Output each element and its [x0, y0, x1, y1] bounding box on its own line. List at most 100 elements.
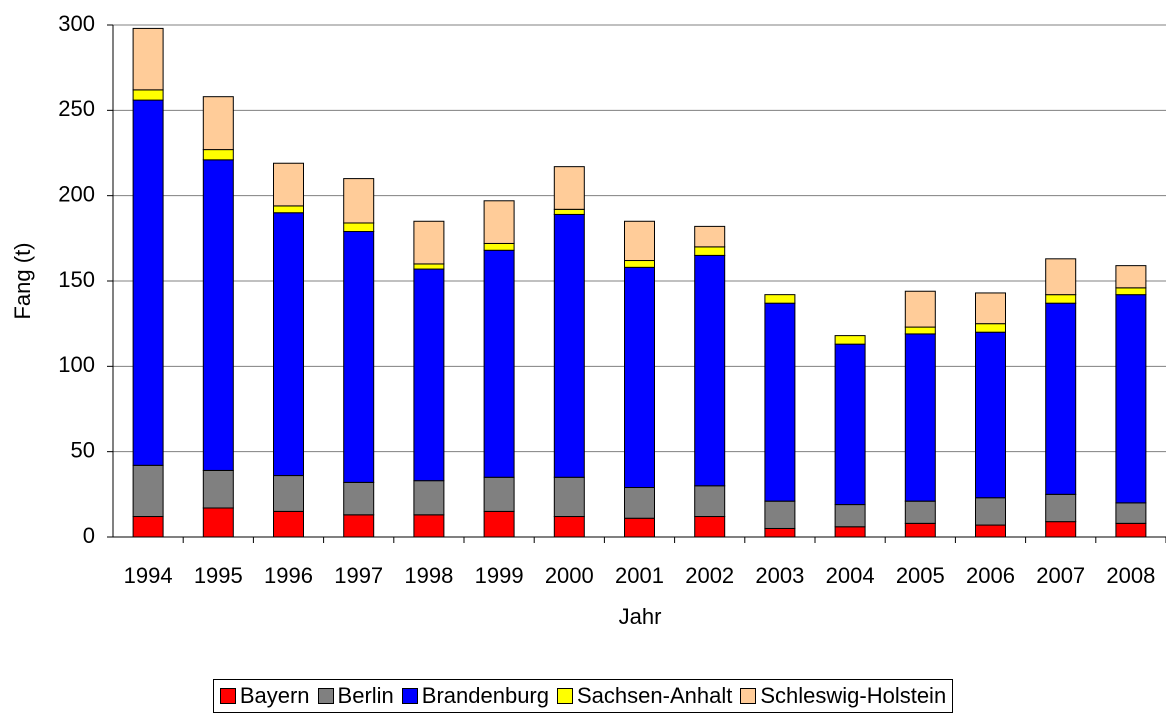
x-tick-label: 1998	[404, 563, 453, 588]
legend-label: Sachsen-Anhalt	[577, 683, 733, 708]
bar-segment	[413, 220, 445, 265]
x-tick-label: 1996	[264, 563, 313, 588]
bar-segment	[1115, 265, 1147, 289]
x-tick-label: 1994	[124, 563, 173, 588]
bar-segment	[764, 500, 796, 529]
legend-item: Brandenburg	[401, 683, 549, 709]
x-tick-label: 1995	[194, 563, 243, 588]
bar-segment	[975, 292, 1006, 325]
bar-segment	[273, 162, 304, 207]
bar-segment	[553, 166, 585, 210]
legend-swatch	[740, 688, 757, 704]
x-tick-label: 2007	[1036, 563, 1085, 588]
y-tick-label: 150	[58, 267, 95, 292]
legend: Bayern Berlin Brandenburg Sachsen-Anhalt Sch…	[0, 679, 1166, 713]
bar-segment	[132, 99, 164, 466]
bar-segment	[975, 497, 1006, 526]
bar-segment	[553, 476, 585, 518]
y-axis-label: Fang (t)	[10, 242, 35, 319]
bar-segment	[413, 263, 445, 270]
bar-segment	[273, 510, 304, 538]
bar-segment	[694, 516, 726, 538]
bar-segment	[624, 260, 655, 268]
bar-segment	[343, 481, 375, 516]
bar-segment	[975, 524, 1006, 538]
x-axis-label: Jahr	[619, 604, 662, 629]
y-tick-label: 0	[83, 523, 95, 548]
bar-segment	[904, 326, 936, 335]
y-tick-label: 200	[58, 181, 95, 206]
legend-swatch	[317, 688, 334, 704]
legend-label: Berlin	[337, 683, 394, 708]
bar-segment	[624, 517, 655, 538]
x-tick-label: 2001	[615, 563, 664, 588]
bar-segment	[132, 516, 164, 538]
legend-item: Sachsen-Anhalt	[557, 683, 732, 709]
bar-segment	[553, 516, 585, 538]
bar-segment	[413, 480, 445, 516]
x-tick-label: 2005	[896, 563, 945, 588]
bar-segment	[273, 212, 304, 477]
bar-segment	[202, 159, 234, 471]
legend-item: Berlin	[317, 683, 394, 709]
bar-segment	[483, 200, 515, 244]
bar-segment	[834, 335, 866, 345]
bar-segment	[904, 522, 936, 538]
bar-segment	[553, 213, 585, 478]
bar-segment	[483, 242, 515, 251]
bar-segment	[624, 220, 655, 262]
bar-segment	[202, 149, 234, 161]
legend-swatch	[557, 688, 573, 704]
bar-segment	[904, 290, 936, 328]
x-tick-label: 2006	[966, 563, 1015, 588]
bar-segment	[413, 514, 445, 538]
bar-segment	[273, 475, 304, 512]
bar-segment	[1045, 294, 1077, 304]
bar-segment	[904, 333, 936, 502]
y-tick-label: 300	[58, 11, 95, 36]
bar-segment	[764, 527, 796, 538]
legend-label: Brandenburg	[421, 683, 549, 708]
x-tick-label: 2003	[755, 563, 804, 588]
bar-segment	[553, 208, 585, 215]
bar-segment	[694, 485, 726, 518]
bar-segment	[273, 205, 304, 214]
bar-segment	[694, 225, 726, 248]
bar-segment	[1115, 294, 1147, 504]
bar-segment	[834, 343, 866, 506]
bar-segment	[1115, 287, 1147, 296]
x-tick-label: 1999	[475, 563, 524, 588]
bar-segment	[694, 254, 726, 487]
x-tick-label: 2004	[826, 563, 875, 588]
legend-item: Schleswig-Holstein	[740, 683, 946, 709]
legend-box: Bayern Berlin Brandenburg Sachsen-Anhalt Sch…	[212, 679, 954, 713]
bar-segment	[1045, 258, 1077, 296]
y-tick-label: 250	[58, 96, 95, 121]
bar-segment	[483, 476, 515, 512]
legend-swatch	[219, 688, 236, 704]
y-tick-label: 100	[58, 352, 95, 377]
bar-segment	[1045, 521, 1077, 538]
x-tick-label: 2000	[545, 563, 594, 588]
legend-label: Schleswig-Holstein	[760, 683, 947, 708]
bar-segment	[694, 246, 726, 256]
bar-segment	[834, 526, 866, 538]
bar-segment	[343, 222, 375, 233]
bar-segment	[1045, 302, 1077, 495]
bar-segment	[764, 294, 796, 304]
legend-label: Bayern	[239, 683, 310, 708]
bar-segment	[834, 504, 866, 528]
bar-segment	[132, 464, 164, 518]
legend-item: Bayern	[219, 683, 310, 709]
bar-segment	[343, 514, 375, 538]
bar-segment	[202, 507, 234, 538]
bar-segment	[624, 266, 655, 489]
bar-segment	[975, 323, 1006, 333]
x-tick-label: 2002	[685, 563, 734, 588]
bar-segment	[624, 487, 655, 519]
bar-segment	[904, 500, 936, 524]
bar-segment	[975, 331, 1006, 499]
bar-segment	[343, 231, 375, 483]
x-tick-label: 2008	[1106, 563, 1155, 588]
